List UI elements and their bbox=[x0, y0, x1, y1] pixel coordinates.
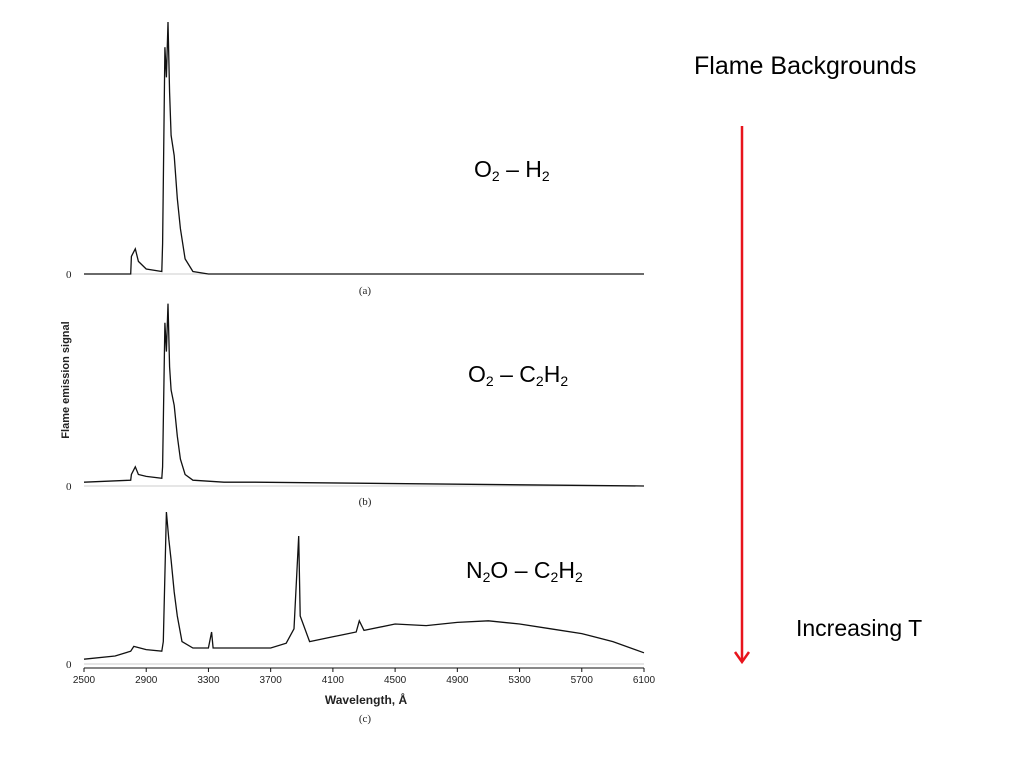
increasing-temperature-arrow bbox=[733, 126, 751, 665]
x-tick-label: 2900 bbox=[135, 675, 158, 686]
x-tick-label: 2500 bbox=[73, 675, 96, 686]
zero-label: 0 bbox=[66, 481, 72, 493]
flame-label-n2o-c2h2: N2O – C2H2 bbox=[466, 557, 583, 585]
x-tick-label: 6100 bbox=[633, 675, 656, 686]
flame-label-o2-c2h2: O2 – C2H2 bbox=[468, 361, 569, 389]
x-tick-label: 3300 bbox=[197, 675, 220, 686]
panel-label: (a) bbox=[359, 285, 372, 297]
x-axis-label: Wavelength, Å bbox=[325, 692, 408, 707]
x-tick-label: 5300 bbox=[508, 675, 531, 686]
flame-label-o2-h2: O2 – H2 bbox=[474, 156, 550, 184]
spectrum-line-3 bbox=[83, 511, 645, 660]
x-tick-label: 5700 bbox=[571, 675, 594, 686]
slide-title: Flame Backgrounds bbox=[694, 52, 917, 80]
zero-label: 0 bbox=[66, 659, 72, 671]
zero-label: 0 bbox=[66, 269, 72, 281]
panel-label: (b) bbox=[359, 496, 372, 508]
y-axis-label: Flame emission signal bbox=[60, 321, 72, 438]
x-tick-label: 3700 bbox=[260, 675, 283, 686]
spectrum-line-2 bbox=[83, 303, 645, 487]
increasing-t-label: Increasing T bbox=[796, 615, 923, 641]
x-tick-label: 4500 bbox=[384, 675, 407, 686]
x-tick-label: 4900 bbox=[446, 675, 469, 686]
panel-label: (c) bbox=[359, 713, 372, 725]
x-tick-label: 4100 bbox=[322, 675, 345, 686]
spectrum-line-1 bbox=[84, 21, 644, 275]
